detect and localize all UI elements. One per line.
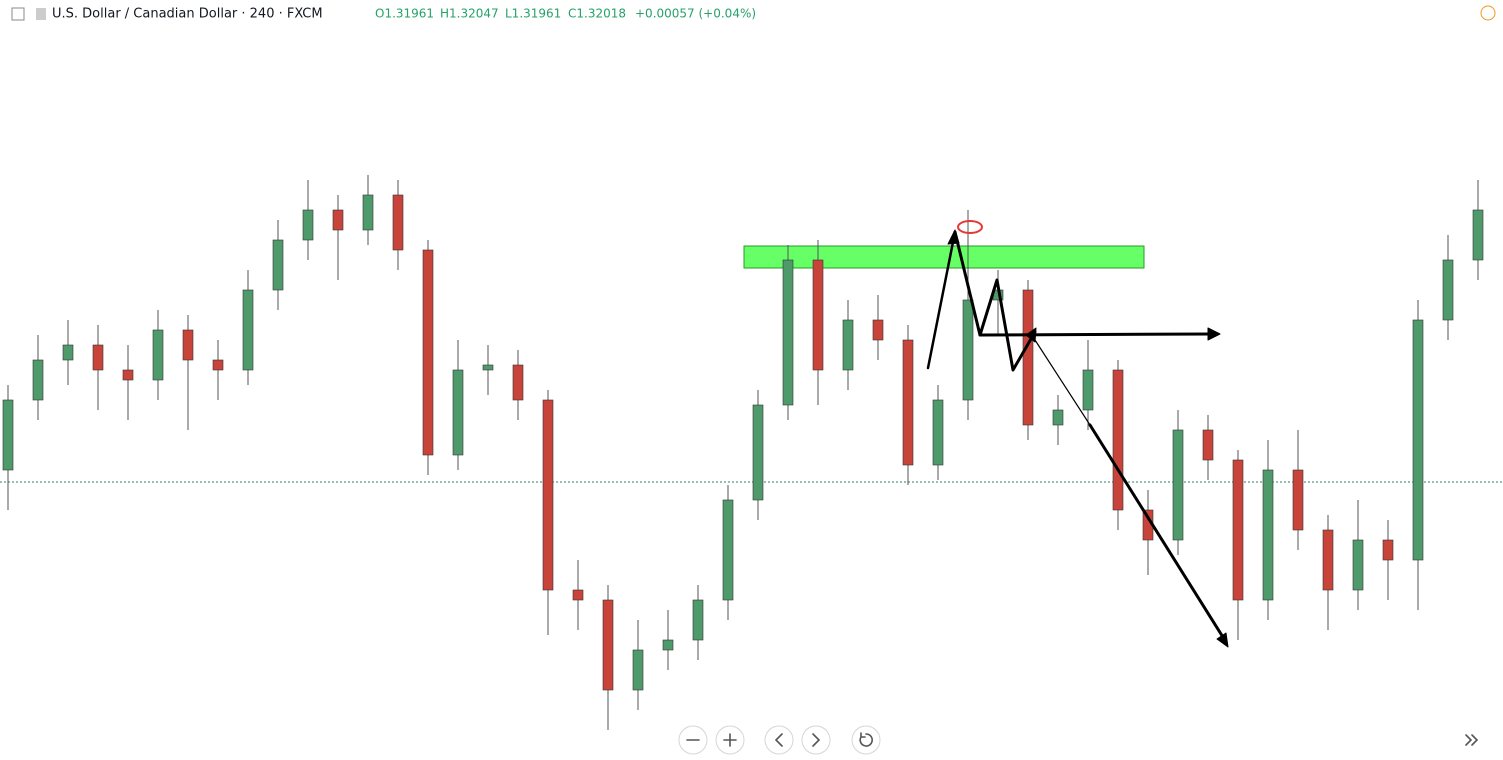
candle-body (1472, 209, 1484, 261)
candle-body (602, 599, 614, 691)
candle-body (302, 209, 314, 241)
arrow (953, 230, 1037, 372)
candle-body (692, 599, 704, 641)
open-label: O1.31961 (375, 7, 434, 21)
candle-body (212, 359, 224, 371)
candle-body (1112, 369, 1124, 511)
scroll-right-button[interactable] (801, 725, 831, 755)
candle-body (842, 319, 854, 371)
candle-body (272, 239, 284, 291)
arrow (1088, 423, 1228, 644)
candle-body (92, 344, 104, 371)
candle-body (632, 649, 644, 691)
candle-body (542, 399, 554, 591)
annotations (926, 220, 1229, 648)
candle-body (512, 364, 524, 401)
expand-button[interactable] (1465, 734, 1479, 746)
candle-body (902, 339, 914, 466)
candle-body (1232, 459, 1244, 601)
arrow-head (1207, 327, 1221, 341)
candle-body (422, 249, 434, 456)
icon (859, 732, 873, 747)
change-label: +0.00057 (+0.04%) (635, 7, 756, 21)
candle-body (1292, 469, 1304, 531)
candle-body (122, 369, 134, 381)
symbol-title[interactable]: U.S. Dollar / Canadian Dollar · 240 · FX… (52, 7, 323, 22)
candle-body (962, 299, 974, 401)
candle-body (812, 259, 824, 371)
candle-body (1352, 539, 1364, 591)
arrow (1034, 339, 1091, 426)
header: U.S. Dollar / Canadian Dollar · 240 · FX… (11, 5, 1496, 22)
candle-body (1082, 369, 1094, 411)
resistance-zone (743, 245, 1145, 269)
symbol-icon (36, 8, 46, 20)
candle-body (32, 359, 44, 401)
candle-body (872, 319, 884, 341)
candle-body (362, 194, 374, 231)
add-symbol-button[interactable] (11, 7, 25, 21)
candle-body (572, 589, 584, 601)
candle-body (1412, 319, 1424, 561)
candle-body (1262, 469, 1274, 601)
candle-body (242, 289, 254, 371)
toolbar (678, 725, 1479, 755)
candle-body (452, 369, 464, 456)
candle-body (482, 364, 494, 371)
icon (812, 733, 821, 747)
arrow (926, 230, 957, 370)
candle-body (722, 499, 734, 601)
candle-body (62, 344, 74, 361)
reset-button[interactable] (851, 725, 881, 755)
arrow (978, 332, 1214, 337)
candle-body (752, 404, 764, 501)
low-label: L1.31961 (505, 7, 561, 21)
candle-body (1172, 429, 1184, 541)
candle-body (392, 194, 404, 251)
candle-body (932, 399, 944, 466)
candles (2, 175, 1484, 730)
icon (723, 733, 737, 747)
candle-body (1202, 429, 1214, 461)
candle-body (332, 209, 344, 231)
icon (774, 733, 783, 747)
highlight-circle (957, 220, 983, 234)
candle-body (2, 399, 14, 471)
candle-body (152, 329, 164, 381)
candle-body (1322, 529, 1334, 591)
candle-body (1052, 409, 1064, 426)
candle-body (782, 259, 794, 406)
candle-body (1382, 539, 1394, 561)
candle-body (1022, 289, 1034, 426)
arrow-head (1216, 632, 1229, 648)
candle-body (662, 639, 674, 651)
high-label: H1.32047 (440, 7, 499, 21)
scroll-left-button[interactable] (764, 725, 794, 755)
candle-body (182, 329, 194, 361)
close-label: C1.32018 (568, 7, 626, 21)
alert-icon[interactable] (1480, 5, 1496, 21)
candle-body (1442, 259, 1454, 321)
